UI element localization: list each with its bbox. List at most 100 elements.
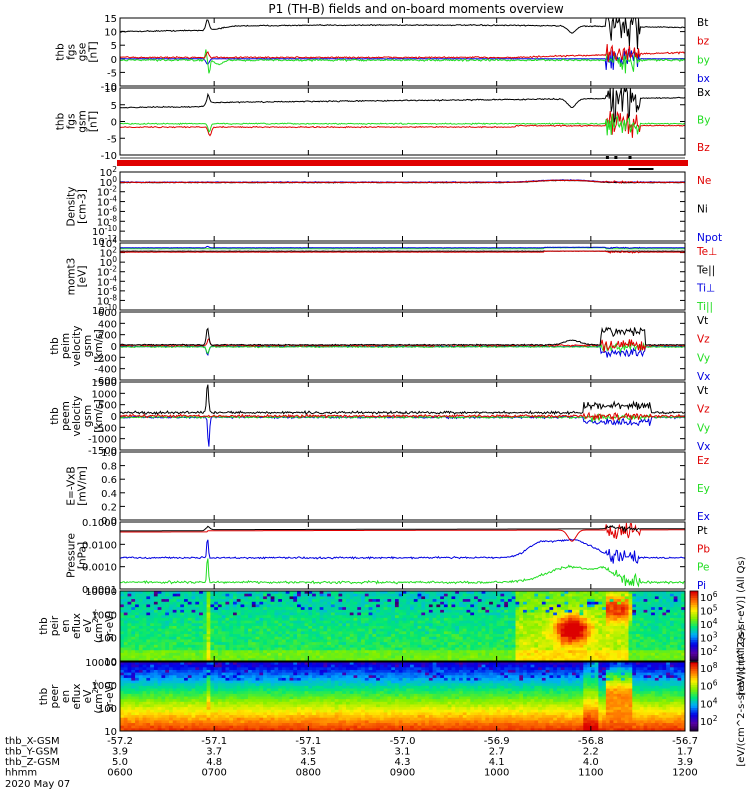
heat-cell	[402, 655, 407, 659]
heat-cell	[165, 607, 170, 611]
heat-cell	[150, 631, 155, 635]
heat-cell	[146, 623, 151, 627]
heat-cell	[553, 609, 558, 613]
heat-cell	[263, 604, 268, 608]
heat-cell	[545, 609, 550, 613]
heat-cell	[142, 658, 147, 662]
heat-cell	[120, 607, 125, 611]
heat-cell	[432, 591, 437, 595]
heat-cell	[327, 631, 332, 635]
heat-cell	[474, 626, 479, 630]
heat-cell	[300, 650, 305, 654]
heat-cell	[161, 642, 166, 646]
heat-cell	[364, 644, 369, 648]
heat-cell	[677, 591, 682, 595]
heat-cell	[598, 591, 603, 595]
heat-cell	[477, 596, 482, 600]
heat-cell	[553, 612, 558, 616]
heat-cell	[428, 591, 434, 595]
heat-cell	[361, 634, 366, 638]
heat-cell	[236, 634, 241, 638]
heat-cell	[202, 672, 208, 676]
heat-cell	[161, 626, 166, 630]
heat-cell	[560, 615, 565, 619]
heat-cell	[496, 591, 501, 595]
heat-cell	[180, 712, 185, 716]
heat-cell	[496, 652, 501, 657]
heat-cell	[199, 696, 204, 700]
heat-cell	[297, 644, 302, 648]
heat-cell	[240, 647, 245, 651]
heat-cell	[496, 628, 501, 632]
heat-cell	[519, 642, 524, 646]
heat-cell	[229, 644, 234, 648]
colorbar-step	[690, 600, 698, 604]
heat-cell	[440, 652, 445, 657]
heat-cell	[609, 593, 614, 597]
heat-cell	[251, 631, 256, 635]
heat-cell	[142, 593, 147, 597]
heat-cell	[504, 642, 509, 646]
heat-cell	[379, 658, 385, 662]
heat-cell	[221, 644, 226, 648]
heat-cell	[248, 650, 253, 654]
heat-cell	[120, 601, 125, 605]
heat-cell	[206, 701, 211, 705]
legend-Vx: Vx	[697, 371, 710, 383]
heat-cell	[146, 667, 151, 671]
heat-cell	[620, 612, 626, 616]
heat-cell	[590, 628, 595, 632]
heat-cell	[334, 620, 339, 624]
heat-cell	[662, 612, 667, 616]
heat-cell	[587, 650, 592, 654]
heat-cell	[410, 615, 415, 619]
heat-cell	[191, 652, 196, 657]
heat-cell	[526, 634, 531, 638]
heat-cell	[259, 596, 264, 600]
heat-cell	[406, 634, 411, 638]
heat-cell	[214, 623, 219, 627]
heat-cell	[440, 658, 445, 662]
heat-cell	[587, 642, 592, 646]
heat-cell	[647, 658, 652, 662]
heat-cell	[176, 591, 181, 595]
heat-cell	[379, 647, 385, 651]
heat-cell	[285, 650, 290, 654]
heat-cell	[572, 601, 577, 605]
heat-cell	[221, 628, 226, 632]
heat-cell	[654, 620, 660, 624]
heat-cell	[372, 609, 377, 613]
heat-cell	[492, 609, 498, 613]
heat-cell	[304, 655, 309, 659]
heat-cell	[587, 607, 592, 611]
heat-cell	[300, 596, 305, 600]
heat-cell	[127, 652, 132, 657]
heat-cell	[142, 609, 147, 613]
heat-cell	[172, 652, 177, 657]
heat-cell	[410, 658, 415, 662]
heat-cell	[379, 607, 385, 611]
heat-cell	[357, 615, 362, 619]
heat-cell	[474, 609, 479, 613]
heat-cell	[666, 626, 671, 630]
heat-cell	[496, 644, 501, 648]
heat-cell	[636, 617, 641, 622]
heat-cell	[669, 599, 675, 603]
heat-cell	[511, 615, 516, 619]
heat-cell	[135, 720, 140, 724]
heat-cell	[131, 628, 136, 632]
heat-cell	[248, 601, 253, 605]
ylabel-line: eflux	[71, 613, 83, 639]
heat-cell	[233, 599, 238, 603]
heat-cell	[609, 655, 614, 659]
heat-cell	[138, 612, 143, 616]
heat-cell	[477, 604, 482, 608]
heat-cell	[387, 607, 392, 611]
heat-cell	[157, 675, 162, 679]
heat-cell	[157, 677, 162, 681]
heat-cell	[440, 596, 445, 600]
heat-cell	[413, 615, 418, 619]
heat-cell	[462, 612, 467, 616]
heat-cell	[157, 609, 162, 613]
heat-cell	[361, 631, 366, 635]
